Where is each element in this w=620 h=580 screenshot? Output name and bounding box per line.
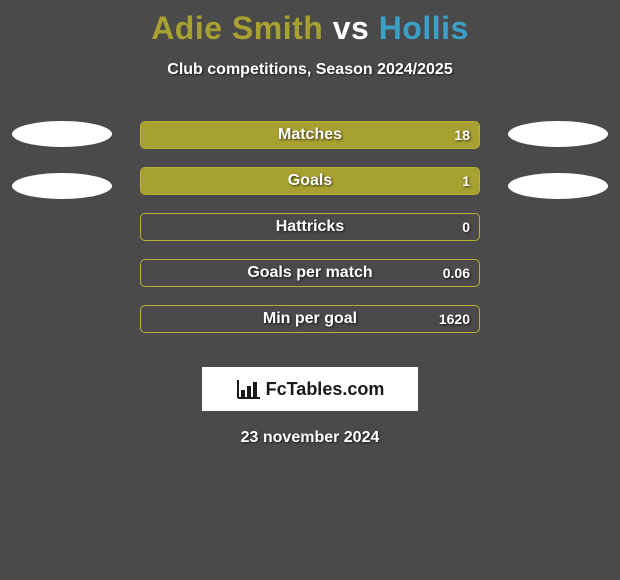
bar-track bbox=[140, 213, 480, 241]
stat-row: Min per goal1620 bbox=[0, 305, 620, 351]
bar-track bbox=[140, 305, 480, 333]
bar-track bbox=[140, 167, 480, 195]
comparison-infographic: Adie Smith vs Hollis Club competitions, … bbox=[0, 0, 620, 580]
player1-marker bbox=[12, 173, 112, 199]
bar-track bbox=[140, 259, 480, 287]
player2-marker bbox=[508, 121, 608, 147]
subtitle: Club competitions, Season 2024/2025 bbox=[0, 61, 620, 79]
page-title: Adie Smith vs Hollis bbox=[0, 0, 620, 47]
logo-text: FcTables.com bbox=[266, 379, 385, 400]
bar-track bbox=[140, 121, 480, 149]
player1-name: Adie Smith bbox=[151, 10, 323, 46]
stat-row: Hattricks0 bbox=[0, 213, 620, 259]
stat-row: Goals per match0.06 bbox=[0, 259, 620, 305]
logo-box: FcTables.com bbox=[202, 367, 418, 411]
stat-row: Matches18 bbox=[0, 121, 620, 167]
bar-fill bbox=[141, 122, 479, 148]
date-label: 23 november 2024 bbox=[0, 429, 620, 447]
stat-row: Goals1 bbox=[0, 167, 620, 213]
player2-marker bbox=[508, 173, 608, 199]
vs-label: vs bbox=[333, 10, 370, 46]
bar-chart-icon bbox=[236, 378, 262, 400]
player1-marker bbox=[12, 121, 112, 147]
bar-fill bbox=[141, 168, 479, 194]
stat-rows: Matches18Goals1Hattricks0Goals per match… bbox=[0, 121, 620, 351]
logo: FcTables.com bbox=[236, 378, 385, 400]
player2-name: Hollis bbox=[379, 10, 469, 46]
